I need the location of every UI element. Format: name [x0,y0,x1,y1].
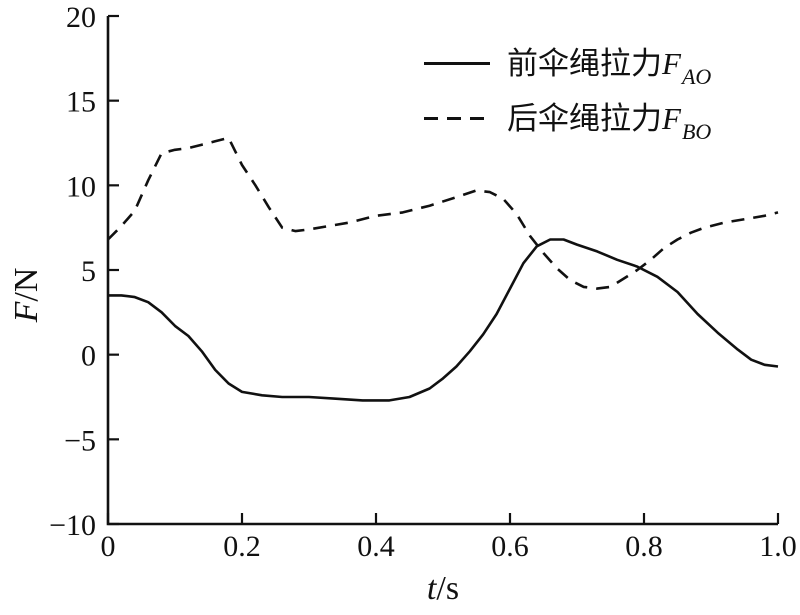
y-tick-label: 10 [66,170,96,203]
y-axis-title: F/N [8,267,45,323]
x-tick-label: 0.6 [491,530,529,563]
y-axis-symbol: F [8,301,45,323]
y-axis-unit: /N [8,267,45,302]
y-tick-label: 0 [81,340,96,373]
legend-label-fao: 前伞绳拉力FAO [507,46,712,89]
legend-item-fao: 前伞绳拉力FAO [424,36,711,91]
y-tick-label: 20 [66,1,96,34]
solid-line-sample [424,62,490,65]
x-axis-symbol: t [426,570,437,607]
y-tick-label: 15 [66,86,96,119]
x-tick-label: 0.8 [625,530,663,563]
y-tick-label: 5 [81,255,96,288]
legend: 前伞绳拉力FAO 后伞绳拉力FBO [424,36,711,146]
x-tick-label: 0.2 [223,530,261,563]
legend-label-fbo: 后伞绳拉力FBO [507,101,712,144]
y-tick-label: −10 [49,509,96,542]
legend-item-fbo: 后伞绳拉力FBO [424,91,711,146]
x-tick-label: 1.0 [759,530,797,563]
x-tick-label: 0.4 [357,530,395,563]
series-fao-curve [108,238,779,402]
series-fbo-curve [107,136,779,290]
x-tick-label: 0 [101,530,116,563]
x-axis-title: t/s [427,572,459,606]
x-axis-unit: /s [436,570,460,607]
y-tick-label: −5 [64,424,96,457]
dashed-line-sample [424,117,490,120]
